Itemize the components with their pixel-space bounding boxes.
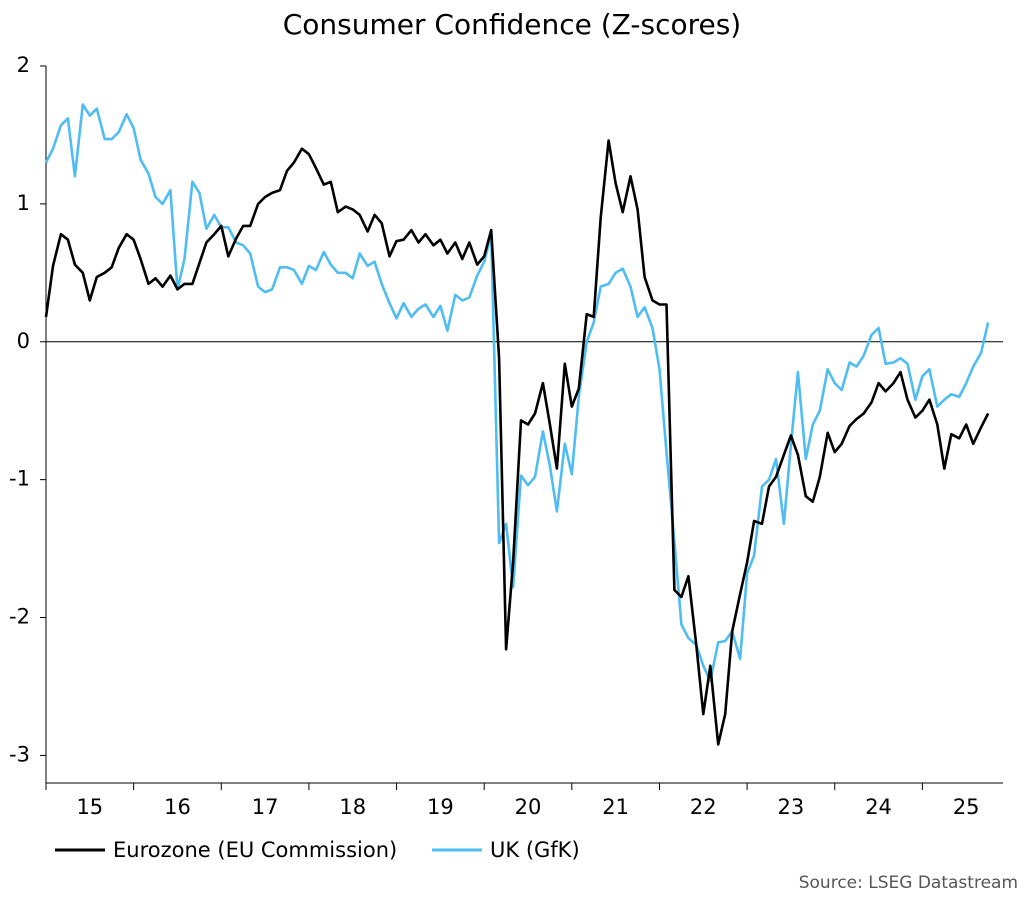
y-tick-label: 0 [17,329,30,353]
y-tick-label: -2 [9,605,30,629]
x-tick-label: 15 [76,795,103,819]
y-tick-label: 1 [17,191,30,215]
series-line [44,103,990,683]
x-tick-label: 19 [427,795,454,819]
x-tick-label: 25 [953,795,980,819]
x-tick-label: 23 [778,795,805,819]
y-tick-label: -3 [9,742,30,766]
x-tick-label: 22 [690,795,717,819]
x-tick-label: 24 [865,795,892,819]
legend-label: UK (GfK) [490,838,580,862]
x-tick-label: 16 [164,795,191,819]
source-note: Source: LSEG Datastream [799,873,1018,893]
y-tick-label: 2 [17,53,30,77]
series-line [44,139,990,746]
chart-title: Consumer Confidence (Z-scores) [283,8,741,41]
y-tick-label: -1 [9,467,30,491]
x-tick-label: 21 [602,795,629,819]
x-tick-label: 17 [252,795,279,819]
legend-label: Eurozone (EU Commission) [113,838,397,862]
x-tick-label: 18 [339,795,366,819]
x-tick-label: 20 [515,795,542,819]
